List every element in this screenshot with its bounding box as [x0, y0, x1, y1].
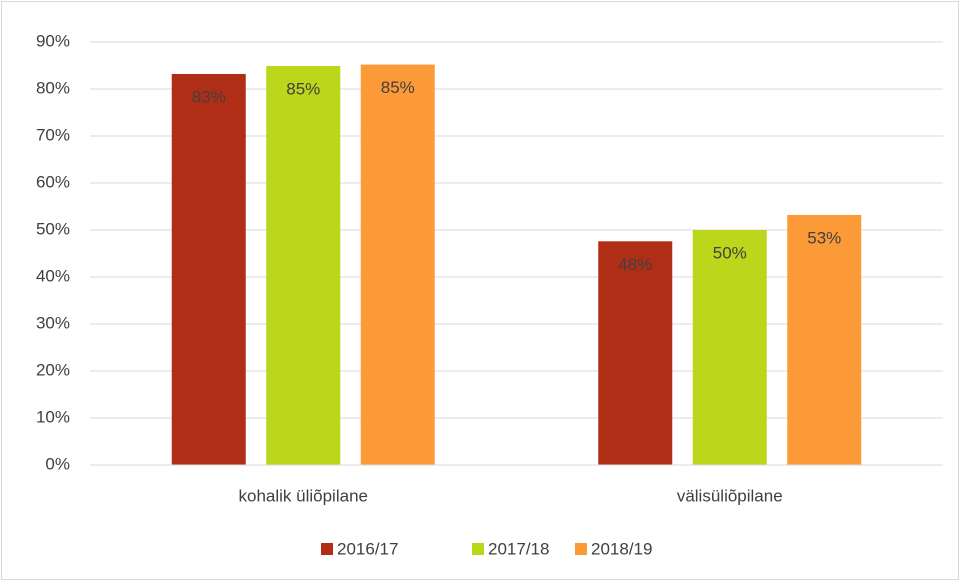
- y-tick-label: 40%: [36, 266, 70, 285]
- y-tick-label: 0%: [45, 454, 70, 473]
- data-label: 50%: [713, 243, 747, 262]
- y-tick-label: 90%: [36, 31, 70, 50]
- legend-label: 2016/17: [337, 539, 398, 558]
- bar: [266, 65, 341, 465]
- data-label: 85%: [381, 78, 415, 97]
- legend-swatch: [575, 543, 587, 555]
- y-tick-label: 50%: [36, 219, 70, 238]
- x-tick-label: välisüliõpilane: [677, 486, 783, 505]
- legend-label: 2018/19: [591, 539, 652, 558]
- bar: [171, 73, 246, 466]
- legend-swatch: [472, 543, 484, 555]
- legend-label: 2017/18: [488, 539, 549, 558]
- bar: [360, 64, 435, 465]
- y-tick-label: 10%: [36, 407, 70, 426]
- y-tick-label: 80%: [36, 78, 70, 97]
- y-tick-label: 30%: [36, 313, 70, 332]
- data-label: 83%: [192, 87, 226, 106]
- data-label: 48%: [618, 255, 652, 274]
- data-label: 53%: [807, 228, 841, 247]
- bar: [598, 241, 673, 465]
- bar: [787, 214, 862, 465]
- x-tick-label: kohalik üliõpilane: [239, 486, 368, 505]
- y-tick-label: 60%: [36, 172, 70, 191]
- legend-swatch: [321, 543, 333, 555]
- bar: [692, 230, 767, 465]
- y-tick-label: 70%: [36, 125, 70, 144]
- data-label: 85%: [286, 79, 320, 98]
- y-tick-label: 20%: [36, 360, 70, 379]
